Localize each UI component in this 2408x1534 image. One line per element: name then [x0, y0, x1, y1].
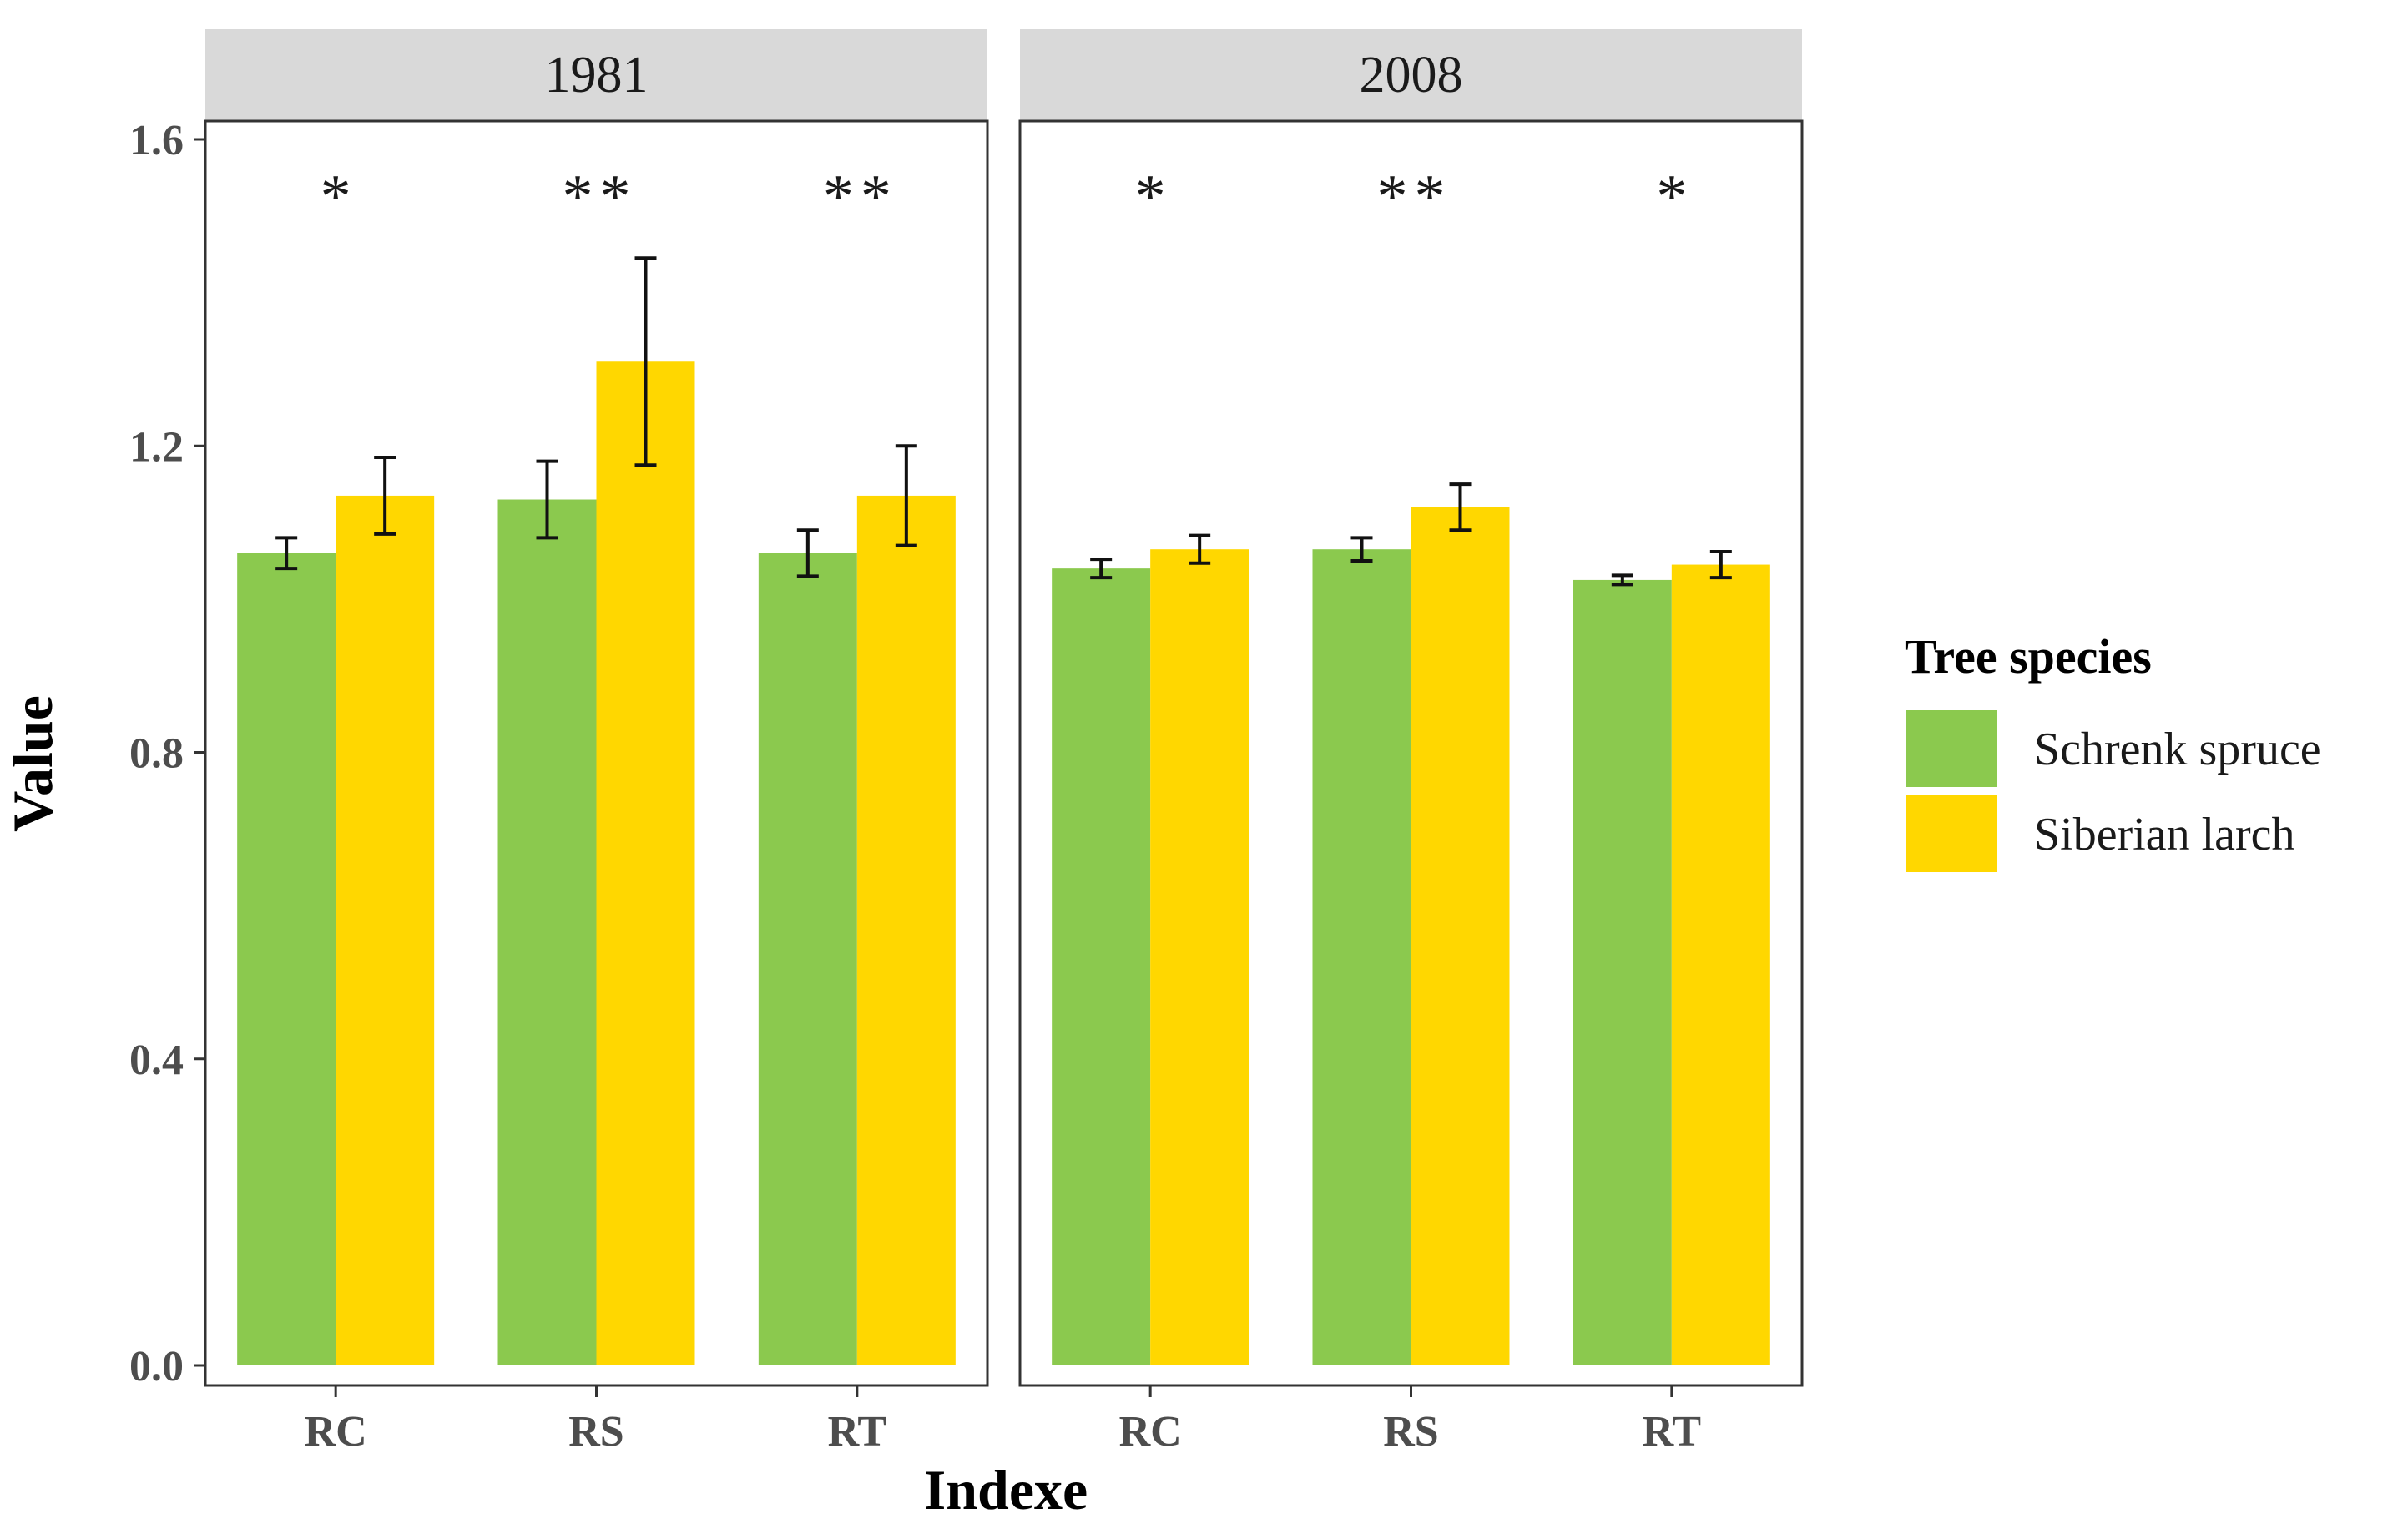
significance-marker: *: [1135, 163, 1173, 231]
strip-label: 2008: [1360, 47, 1463, 103]
legend: Tree species Schrenk spruce Siberian lar…: [1905, 629, 2321, 872]
bar-schrenk-spruce-rc: [237, 553, 336, 1365]
bar-siberian-larch-rc: [1150, 549, 1249, 1365]
significance-marker: **: [563, 163, 638, 231]
legend-label-schrenk-spruce: Schrenk spruce: [2034, 724, 2321, 775]
significance-marker: *: [1656, 163, 1694, 231]
y-axis-title: Value: [1, 695, 64, 832]
significance-marker: **: [1377, 163, 1452, 231]
legend-label-siberian-larch: Siberian larch: [2034, 809, 2295, 860]
y-tick-label: 0.8: [129, 730, 184, 778]
bar-schrenk-spruce-rt: [758, 553, 857, 1365]
y-tick-label: 0.0: [129, 1343, 184, 1390]
panels-group: 1981 * RC ** RS ** RT 2008 * RC ** RS * RT: [204, 29, 1804, 1456]
strip-background: [205, 29, 987, 121]
bar-siberian-larch-rs: [596, 361, 695, 1366]
panel-1981: 1981 * RC ** RS ** RT: [204, 29, 989, 1456]
legend-key-schrenk-spruce: [1906, 710, 1997, 787]
significance-marker: **: [823, 163, 898, 231]
x-tick-label: RC: [305, 1408, 367, 1456]
bar-schrenk-spruce-rs: [497, 499, 597, 1365]
x-tick-label: RT: [1643, 1408, 1701, 1456]
x-tick-label: RS: [568, 1408, 623, 1456]
bar-schrenk-spruce-rt: [1573, 579, 1672, 1365]
legend-title: Tree species: [1905, 629, 2152, 684]
y-tick-label: 1.6: [129, 117, 184, 164]
x-tick-label: RS: [1383, 1408, 1438, 1456]
bar-siberian-larch-rt: [1671, 564, 1770, 1365]
bar-schrenk-spruce-rc: [1052, 568, 1151, 1365]
x-axis-title: Indexe: [924, 1458, 1088, 1521]
bar-siberian-larch-rc: [336, 495, 435, 1365]
panel-2008: 2008 * RC ** RS * RT: [1018, 29, 1804, 1456]
y-axis: 0.0 0.4 0.8 1.2 1.6: [129, 117, 205, 1390]
legend-key-siberian-larch: [1906, 795, 1997, 872]
bar-schrenk-spruce-rs: [1312, 549, 1411, 1365]
bar-siberian-larch-rs: [1411, 507, 1510, 1366]
y-tick-label: 1.2: [129, 423, 184, 471]
significance-marker: *: [321, 163, 358, 231]
strip-label: 1981: [545, 47, 649, 103]
bar-siberian-larch-rt: [856, 495, 956, 1365]
y-tick-label: 0.4: [129, 1037, 184, 1084]
x-tick-label: RC: [1119, 1408, 1182, 1456]
strip-background: [1020, 29, 1802, 121]
x-tick-label: RT: [828, 1408, 886, 1456]
